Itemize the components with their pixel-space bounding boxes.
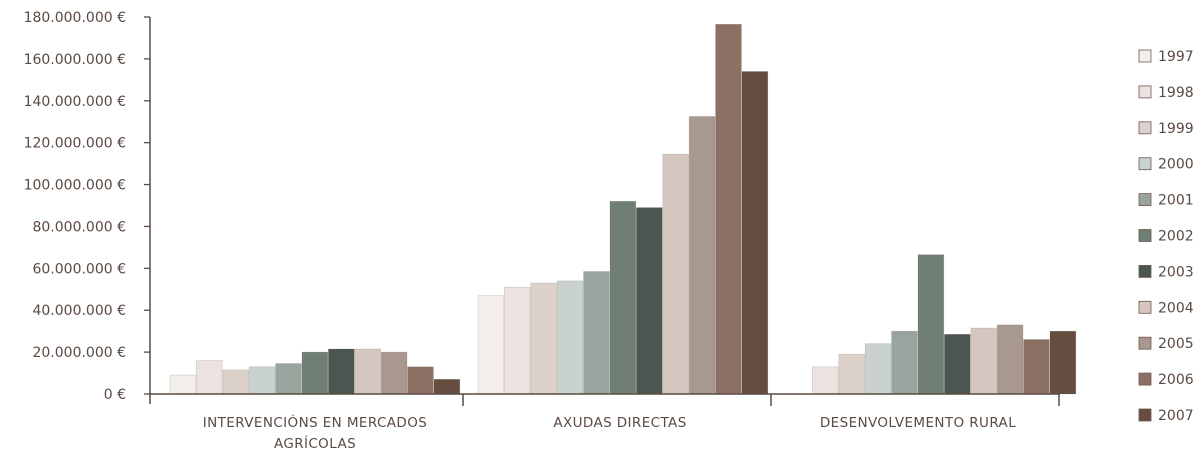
legend-label-1999: 1999 bbox=[1158, 121, 1194, 137]
legend-swatch-2005 bbox=[1138, 336, 1152, 350]
bar-1997-category-2 bbox=[477, 295, 505, 395]
legend-label-2002: 2002 bbox=[1158, 229, 1194, 245]
bar-2005-category-2 bbox=[688, 116, 716, 395]
legend-swatch-2003 bbox=[1138, 264, 1152, 278]
y-tick-label: 20.000.000 € bbox=[32, 345, 126, 361]
legend-label-2001: 2001 bbox=[1158, 193, 1194, 209]
legend-label-1998: 1998 bbox=[1158, 85, 1194, 101]
legend-swatch-1997 bbox=[1138, 49, 1152, 63]
legend-swatch-2004 bbox=[1138, 300, 1152, 314]
y-tick-label: 40.000.000 € bbox=[32, 303, 126, 319]
legend: 1997 1998 1999 2000 2001 2002 2003 2004 2005 2006… bbox=[1138, 49, 1194, 424]
axes: 0 € 20.000.000 € 40.000.000 € 60.000.000 € 8… bbox=[24, 10, 1060, 452]
y-tick-label: 160.000.000 € bbox=[24, 52, 126, 68]
legend-label-2003: 2003 bbox=[1158, 264, 1194, 280]
bar-2001-category-2 bbox=[583, 271, 610, 395]
legend-swatch-2006 bbox=[1138, 372, 1152, 386]
bar-2004-category-1 bbox=[354, 348, 381, 395]
legend-swatch-2007 bbox=[1138, 408, 1152, 422]
legend-label-2007: 2007 bbox=[1158, 408, 1194, 424]
bar-2001-category-1 bbox=[275, 363, 302, 395]
bar-2000-category-1 bbox=[248, 366, 276, 395]
bar-1999-category-2 bbox=[530, 282, 557, 395]
bar-2001-category-3 bbox=[891, 330, 918, 395]
legend-label-2000: 2000 bbox=[1158, 157, 1194, 173]
legend-label-1997: 1997 bbox=[1158, 49, 1194, 65]
x-category-label: AXUDAS DIRECTAS bbox=[553, 415, 686, 431]
y-tick-label: 0 € bbox=[104, 387, 126, 403]
bar-2003-category-3 bbox=[944, 333, 971, 395]
bar-2004-category-2 bbox=[662, 153, 689, 395]
bar-1999-category-1 bbox=[222, 369, 249, 395]
bar-2006-category-3 bbox=[1023, 339, 1050, 395]
bar-2007-category-1 bbox=[433, 378, 461, 395]
bar-2007-category-3 bbox=[1049, 330, 1077, 395]
bar-2002-category-3 bbox=[917, 254, 945, 395]
legend-label-2004: 2004 bbox=[1158, 300, 1194, 316]
bar-2002-category-1 bbox=[301, 351, 329, 395]
y-tick-label: 140.000.000 € bbox=[24, 94, 126, 110]
y-tick-label: 60.000.000 € bbox=[32, 261, 126, 277]
legend-swatch-1998 bbox=[1138, 85, 1152, 99]
x-category-label: INTERVENCIÓNS EN MERCADOS bbox=[203, 413, 427, 431]
bar-2002-category-2 bbox=[609, 201, 637, 395]
bar-2004-category-3 bbox=[970, 327, 997, 395]
y-tick-label: 120.000.000 € bbox=[24, 136, 126, 152]
bar-2006-category-2 bbox=[715, 23, 742, 395]
bar-2000-category-2 bbox=[556, 280, 584, 395]
y-tick-label: 100.000.000 € bbox=[24, 178, 126, 194]
bar-2003-category-1 bbox=[328, 348, 355, 395]
legend-label-2005: 2005 bbox=[1158, 336, 1194, 352]
bar-2000-category-3 bbox=[864, 343, 892, 395]
legend-label-2006: 2006 bbox=[1158, 372, 1194, 388]
bar-2006-category-1 bbox=[407, 366, 434, 395]
x-category-label: AGRÍCOLAS bbox=[274, 435, 356, 452]
legend-swatch-2000 bbox=[1138, 157, 1152, 171]
y-tick-label: 80.000.000 € bbox=[32, 219, 126, 235]
bar-1998-category-3 bbox=[812, 366, 839, 395]
bar-1999-category-3 bbox=[838, 353, 865, 395]
x-category-label: DESENVOLVEMENTO RURAL bbox=[820, 415, 1016, 431]
bar-1997-category-1 bbox=[169, 374, 197, 395]
legend-swatch-1999 bbox=[1138, 121, 1152, 135]
bar-1998-category-1 bbox=[196, 360, 223, 395]
y-tick-label: 180.000.000 € bbox=[24, 10, 126, 26]
legend-swatch-2002 bbox=[1138, 229, 1152, 242]
bar-1998-category-2 bbox=[504, 286, 531, 395]
bar-2007-category-2 bbox=[741, 71, 769, 395]
bar-2005-category-1 bbox=[380, 351, 408, 395]
legend-swatch-2001 bbox=[1138, 193, 1152, 207]
bar-2005-category-3 bbox=[996, 324, 1024, 395]
bar-2003-category-2 bbox=[636, 207, 663, 395]
plot-area bbox=[169, 23, 1077, 395]
